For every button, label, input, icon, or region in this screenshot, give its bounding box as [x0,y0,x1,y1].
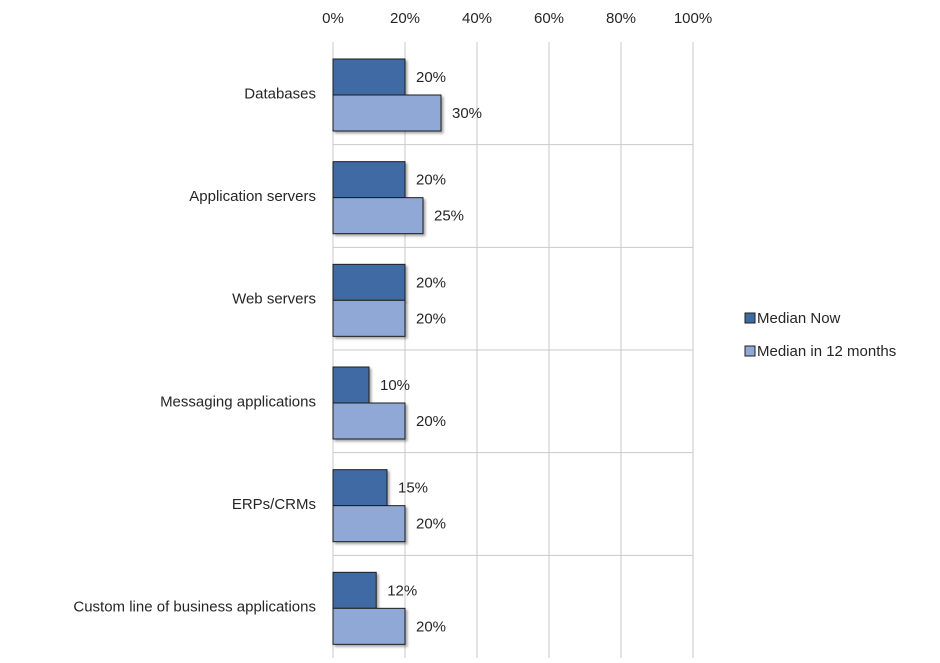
data-label: 12% [387,582,417,599]
category-axis: Databases Application servers Web servers M… [73,85,316,615]
category-label: Messaging applications [160,393,316,410]
bar-median-now [332,58,406,96]
data-label: 20% [416,274,446,291]
data-label: 25% [434,208,464,225]
bar-median-12-months [332,197,424,235]
legend-label: Median in 12 months [757,343,896,360]
category-label: Application servers [189,188,316,205]
x-tick-label: 0% [322,10,344,27]
bar-median-12-months [332,607,406,645]
category-label: Web servers [232,291,316,308]
data-label: 30% [452,105,482,122]
x-tick-label: 60% [534,10,564,27]
data-label: 20% [416,172,446,189]
bar-median-12-months [332,94,442,132]
x-tick-label: 80% [606,10,636,27]
x-axis-ticks: 0% 20% 40% 60% 80% 100% [322,10,712,27]
legend-swatch [744,345,756,357]
category-label: Databases [244,85,316,102]
legend-label: Median Now [757,310,841,327]
data-label: 20% [416,310,446,327]
data-labels: 20% 30% 20% 25% 20% 20% 10% 20% 15% 20% 12% 20% [380,69,482,635]
data-label: 20% [416,413,446,430]
legend: Median Now Median in 12 months [744,310,896,360]
category-label: ERPs/CRMs [232,496,316,513]
bar-median-12-months [332,402,406,440]
bar-median-now [332,571,377,609]
legend-swatch [744,312,756,324]
data-label: 20% [416,69,446,86]
data-label: 15% [398,480,428,497]
bar-median-now [332,469,388,507]
x-tick-label: 100% [674,10,712,27]
bar-median-12-months [332,299,406,337]
data-label: 20% [416,516,446,533]
gridlines [332,42,694,658]
bar-median-12-months [332,505,406,543]
bar-median-now [332,161,406,199]
bar-median-now [332,263,406,301]
category-label: Custom line of business applications [73,599,316,616]
bars [332,58,442,645]
data-label: 20% [416,618,446,635]
data-label: 10% [380,377,410,394]
x-tick-label: 20% [390,10,420,27]
x-tick-label: 40% [462,10,492,27]
bar-median-now [332,366,370,404]
